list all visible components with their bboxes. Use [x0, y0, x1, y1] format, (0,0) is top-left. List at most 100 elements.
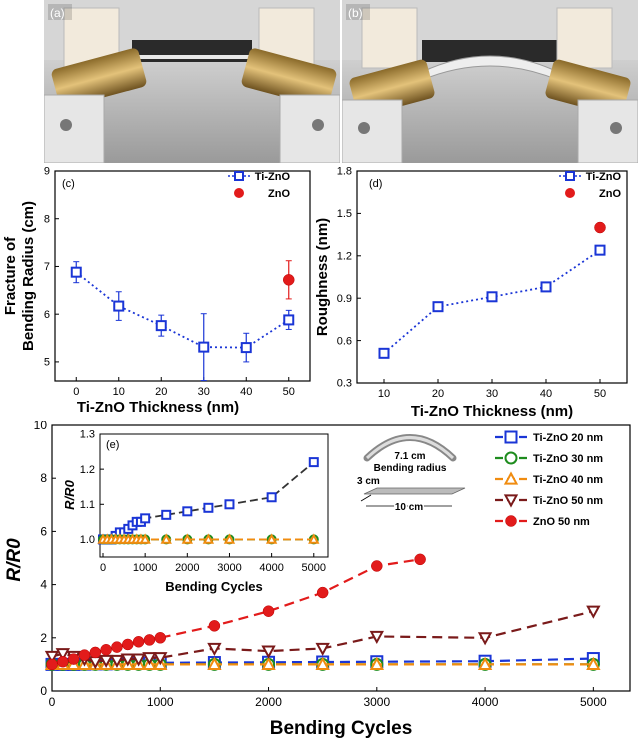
chart-c-xlabel: Ti-ZnO Thickness (nm) [77, 399, 239, 416]
chart-c-xtick-label: 10 [113, 386, 125, 398]
inset-ti-zno-40-nm-point [223, 533, 236, 544]
chart-d-xtick-label: 40 [540, 388, 552, 400]
zno-50-nm-point [111, 641, 123, 653]
chart-c-xtick-label: 20 [155, 386, 167, 398]
inset-ytick-label: 1.1 [80, 499, 95, 511]
zno-50-nm-point [57, 655, 69, 668]
sample-length-text: 10 cm [395, 502, 423, 513]
inset-ti-zno-40-nm-point [265, 533, 278, 544]
chart-e-ytick-label: 8 [40, 471, 47, 485]
photo-b-image: (b) [341, 0, 638, 164]
inset-xtick-label: 3000 [217, 562, 241, 574]
inset-ti-zno-40-nm-point [160, 533, 172, 544]
inset-xtick-label: 5000 [302, 562, 326, 574]
zno-50-nm-point [414, 553, 426, 566]
zno-50-nm-point [132, 636, 145, 648]
chart-c-legend-tizno-marker [234, 171, 244, 181]
chart-d-panel-label: (d) [369, 178, 382, 190]
chart-c-ylabel-1: Fracture of [2, 236, 19, 315]
chart-d-legend-zno-marker [565, 188, 575, 198]
chart-c-legend-zno-marker [234, 188, 244, 198]
chart-d-xtick-label: 30 [486, 388, 498, 400]
inset-ti-zno-20-nm-point [224, 499, 235, 510]
chart-e-ytick-label: 0 [40, 684, 47, 698]
photo-b-label: (b) [348, 6, 363, 20]
zno-50-nm-point [122, 638, 134, 651]
chart-e-xtick-label: 5000 [580, 695, 607, 709]
chart-c-ylabel-2: Bending Radius (cm) [20, 201, 37, 351]
chart-d-ytick-label: 0.9 [337, 293, 352, 305]
tizno-point [378, 347, 390, 359]
zno-50-nm-point [143, 634, 156, 646]
chart-c: (c) Ti-ZnO ZnO Ti-ZnO Thickness (nm) Fra… [2, 166, 311, 416]
bending-radius-value: 7.1 cm [394, 451, 425, 462]
chart-d-xtick-label: 20 [432, 388, 444, 400]
inset-ytick-label: 1.2 [80, 464, 95, 476]
zno-50-nm-point [371, 560, 383, 572]
inset-ti-zno-40-nm-point [202, 533, 215, 544]
chart-c-legend-tizno: Ti-ZnO [255, 171, 291, 183]
chart-d-legend-zno: ZnO [599, 188, 621, 200]
chart-e-ytick-label: 10 [34, 421, 48, 432]
legend-ti-zno-40-nm-marker [503, 471, 519, 485]
ti-zno-40-nm-point [369, 656, 384, 670]
ti-zno-50-nm-point [55, 648, 71, 662]
chart-d-ytick-label: 0.3 [337, 378, 352, 390]
flat-sample-icon [363, 487, 466, 495]
chart-d-ylabel: Roughness (nm) [315, 218, 331, 336]
ti-zno-50-nm-point [369, 630, 384, 645]
ti-zno-50-nm-point [315, 642, 330, 657]
inset-ti-zno-40-nm-point [308, 533, 320, 544]
chart-d-ytick-label: 1.8 [337, 166, 352, 178]
legend-ti-zno-20-nm-label: Ti-ZnO 20 nm [533, 432, 603, 444]
ti-zno-50-nm-point [109, 654, 125, 668]
photo-a-label: (a) [50, 6, 65, 20]
bending-schematic: 7.1 cm Bending radius 3 cm 10 cm [357, 434, 466, 515]
legend-ti-zno-30-nm-label: Ti-ZnO 30 nm [533, 453, 603, 465]
inset-ti-zno-20-nm-point [266, 492, 277, 503]
ti-zno-40-nm-point [477, 656, 493, 670]
ti-zno-50-nm-point [142, 652, 157, 666]
tizno-point [594, 244, 606, 256]
zno-50-nm-point [89, 646, 102, 659]
chart-c-xtick-label: 0 [73, 386, 79, 398]
chart-d-ytick-label: 1.2 [337, 250, 352, 262]
chart-d: (d) Ti-ZnO ZnO Ti-ZnO Thickness (nm) Rou… [315, 166, 628, 420]
inset-ti-zno-20-nm-point [308, 457, 319, 468]
inset-xlabel: Bending Cycles [165, 579, 263, 594]
chart-d-legend-tizno-marker [565, 171, 575, 181]
chart-e-ytick-label: 6 [40, 524, 47, 538]
zno-point [594, 221, 606, 234]
zno-50-nm-point [78, 649, 91, 661]
inset-ytick-label: 1.3 [80, 429, 95, 441]
legend-ti-zno-50-nm-marker [503, 494, 519, 508]
tizno-point [283, 314, 295, 326]
photo-a: (a) [43, 0, 341, 164]
tizno-point [198, 341, 210, 353]
chart-d-legend-tizno: Ti-ZnO [586, 171, 622, 183]
inset-ti-zno-40-nm-point [181, 533, 193, 544]
chart-d-ytick-label: 0.6 [337, 335, 352, 347]
chart-e-xtick-label: 1000 [147, 695, 174, 709]
inset-xtick-label: 4000 [259, 562, 283, 574]
photo-a-image: (a) [43, 0, 341, 164]
chart-e-xtick-label: 3000 [363, 695, 390, 709]
chart-e-xtick-label: 0 [49, 695, 56, 709]
zno-50-nm-point [67, 653, 80, 665]
zno-point [283, 274, 295, 286]
tizno-fit-line [75, 271, 290, 349]
bent-sample-highlight [365, 436, 455, 460]
zno-50-nm-point [262, 605, 275, 617]
legend-ti-zno-30-nm-marker [504, 451, 518, 465]
zno-50-nm-point [100, 644, 112, 656]
chart-e-ytick-label: 2 [40, 631, 47, 645]
chart-e-ylabel: R/R0 [4, 538, 25, 582]
tizno-point [486, 291, 498, 303]
chart-e-ytick-label: 4 [40, 578, 47, 592]
chart-c-ytick-label: 5 [44, 357, 50, 369]
ti-zno-50-nm-point [131, 653, 146, 667]
inset-ti-zno-20-nm-point [140, 513, 151, 524]
inset-ylabel: R/R0 [62, 479, 77, 509]
chart-c-ytick-label: 9 [44, 166, 50, 178]
inset-ti-zno-20-nm-point [203, 502, 214, 513]
